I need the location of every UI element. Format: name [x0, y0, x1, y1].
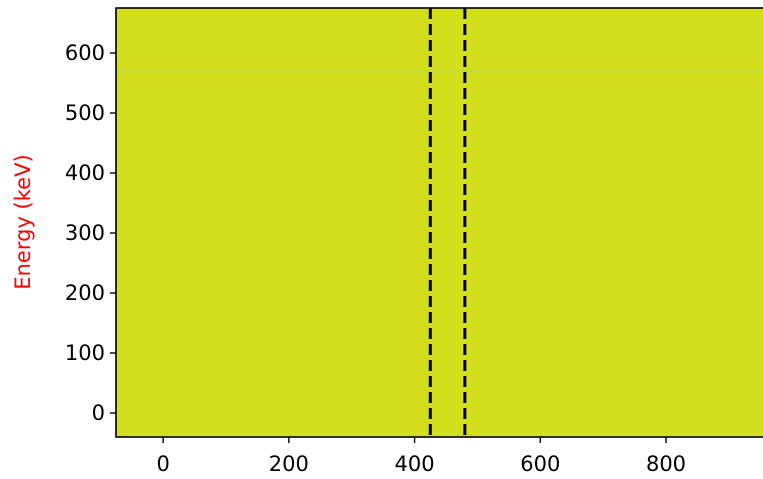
x-tick-label: 0	[156, 452, 169, 476]
y-tick-label: 600	[65, 41, 105, 65]
x-tick-label: 800	[646, 452, 686, 476]
y-tick-label: 400	[65, 161, 105, 185]
y-tick-label: 0	[92, 401, 105, 425]
y-tick-label: 300	[65, 221, 105, 245]
plot-frame	[115, 7, 763, 438]
x-tick-label: 400	[395, 452, 435, 476]
y-axis-label: Energy (keV)	[11, 154, 35, 289]
axis-ticks: 0 200 400 600 800 0 100 200 300 400 500 600	[65, 41, 686, 476]
heatmap-field	[116, 8, 763, 437]
x-tick-label: 600	[520, 452, 560, 476]
y-tick-label: 500	[65, 101, 105, 125]
x-tick-label: 200	[269, 452, 309, 476]
emission-line	[116, 69, 763, 73]
y-tick-label: 100	[65, 341, 105, 365]
heatmap-marks	[116, 8, 763, 437]
y-tick-label: 200	[65, 281, 105, 305]
